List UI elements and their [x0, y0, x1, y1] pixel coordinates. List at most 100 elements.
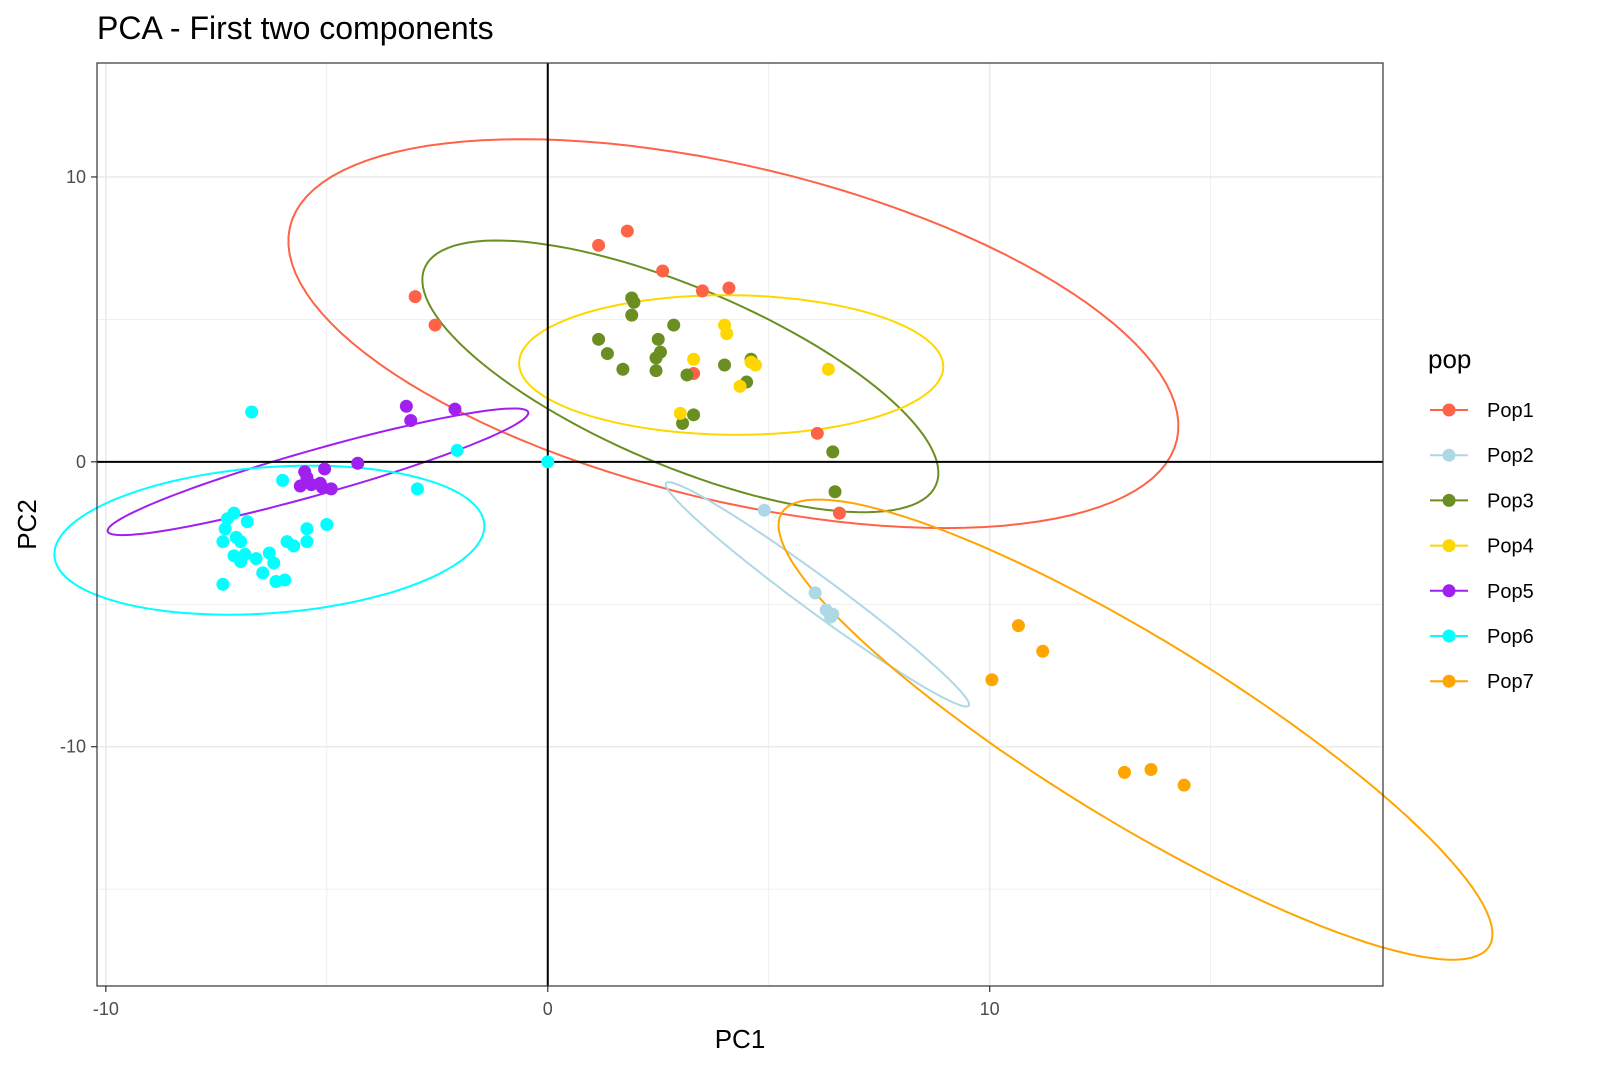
- point-pop6: [541, 455, 555, 469]
- point-pop1: [428, 318, 442, 332]
- point-pop3: [649, 351, 663, 365]
- point-pop3: [718, 358, 732, 372]
- point-pop6: [240, 515, 254, 529]
- x-tick-label: 10: [980, 999, 1000, 1019]
- legend-label-pop3: Pop3: [1487, 490, 1534, 512]
- point-pop4: [673, 406, 687, 420]
- ellipse-pop6: [53, 464, 486, 616]
- legend-key-point: [1442, 403, 1456, 417]
- x-tick-label: -10: [93, 999, 119, 1019]
- point-pop2: [826, 607, 840, 621]
- legend-key-point: [1442, 629, 1456, 643]
- point-pop1: [722, 281, 736, 295]
- point-pop3: [828, 485, 842, 499]
- point-pop3: [667, 318, 681, 332]
- point-pop3: [680, 368, 694, 382]
- point-pop6: [249, 552, 263, 566]
- confidence-ellipses: [53, 138, 1494, 961]
- legend-label-pop7: Pop7: [1487, 671, 1534, 693]
- point-pop3: [676, 416, 690, 430]
- point-pop6: [218, 522, 232, 536]
- point-pop7: [1144, 762, 1158, 776]
- x-axis-title: PC1: [715, 1024, 766, 1054]
- legend: pop Pop1 Pop2 Pop3 Pop4 Pop5 Pop6 Pop7: [1428, 344, 1534, 693]
- point-pop7: [1117, 765, 1131, 779]
- point-pop6: [410, 482, 424, 496]
- reference-lines: [97, 63, 1383, 986]
- point-pop5: [399, 399, 413, 413]
- legend-key-point: [1442, 493, 1456, 507]
- axis-ticks: -10 0 10 -10 0 10: [60, 167, 1000, 1019]
- point-pop6: [262, 546, 276, 560]
- point-pop1: [832, 506, 846, 520]
- y-axis-title: PC2: [12, 499, 42, 550]
- point-pop6: [278, 573, 292, 587]
- y-tick-label: 0: [76, 452, 86, 472]
- point-pop6: [256, 566, 270, 580]
- point-pop3: [687, 408, 701, 422]
- plot-panel-border: [96, 62, 1384, 987]
- point-pop3: [600, 347, 614, 361]
- point-pop5: [318, 462, 332, 476]
- legend-label-pop2: Pop2: [1487, 445, 1534, 467]
- legend-label-pop4: Pop4: [1487, 536, 1534, 558]
- point-pop3: [627, 295, 641, 309]
- point-pop5: [324, 482, 338, 496]
- point-pop5: [351, 456, 365, 470]
- point-pop5: [448, 402, 462, 416]
- point-pop3: [592, 332, 606, 346]
- legend-label-pop6: Pop6: [1487, 626, 1534, 648]
- point-pop4: [821, 362, 835, 376]
- point-pop3: [625, 308, 639, 322]
- point-pop1: [620, 224, 634, 238]
- point-pop6: [450, 443, 464, 457]
- ellipse-pop3: [421, 239, 940, 514]
- legend-label-pop1: Pop1: [1487, 400, 1534, 422]
- point-pop6: [300, 535, 314, 549]
- point-pop1: [592, 238, 606, 252]
- data-points: [216, 224, 1191, 792]
- point-pop4: [720, 327, 734, 341]
- point-pop6: [220, 512, 234, 526]
- point-pop6: [245, 405, 259, 419]
- point-pop4: [687, 352, 701, 366]
- point-pop6: [216, 535, 230, 549]
- point-pop3: [616, 362, 630, 376]
- point-pop6: [276, 473, 290, 487]
- point-pop4: [733, 379, 747, 393]
- legend-key-point: [1442, 584, 1456, 598]
- point-pop3: [651, 332, 665, 346]
- point-pop6: [300, 522, 314, 536]
- grid-lines: [97, 63, 1383, 986]
- chart-title: PCA - First two components: [97, 10, 494, 46]
- point-pop5: [404, 414, 418, 428]
- point-pop7: [985, 673, 999, 687]
- point-pop1: [810, 426, 824, 440]
- point-pop4: [748, 358, 762, 372]
- point-pop7: [1036, 644, 1050, 658]
- point-pop1: [408, 290, 422, 304]
- point-pop6: [234, 555, 248, 569]
- ellipse-pop2: [664, 481, 971, 708]
- ellipse-pop7: [777, 498, 1494, 961]
- legend-title: pop: [1428, 344, 1471, 374]
- point-pop1: [656, 264, 670, 278]
- point-pop6: [216, 577, 230, 591]
- point-pop2: [808, 586, 822, 600]
- point-pop6: [287, 539, 301, 553]
- point-pop6: [234, 535, 248, 549]
- point-pop1: [695, 284, 709, 298]
- legend-label-pop5: Pop5: [1487, 581, 1534, 603]
- y-tick-label: 10: [66, 167, 86, 187]
- point-pop3: [826, 445, 840, 459]
- point-pop7: [1177, 778, 1191, 792]
- legend-key-point: [1442, 539, 1456, 553]
- y-tick-label: -10: [60, 737, 86, 757]
- legend-key-point: [1442, 448, 1456, 462]
- legend-key-point: [1442, 674, 1456, 688]
- point-pop5: [300, 470, 314, 484]
- point-pop6: [320, 518, 334, 531]
- point-pop7: [1011, 619, 1025, 633]
- point-pop6: [267, 556, 281, 570]
- point-pop3: [649, 364, 663, 378]
